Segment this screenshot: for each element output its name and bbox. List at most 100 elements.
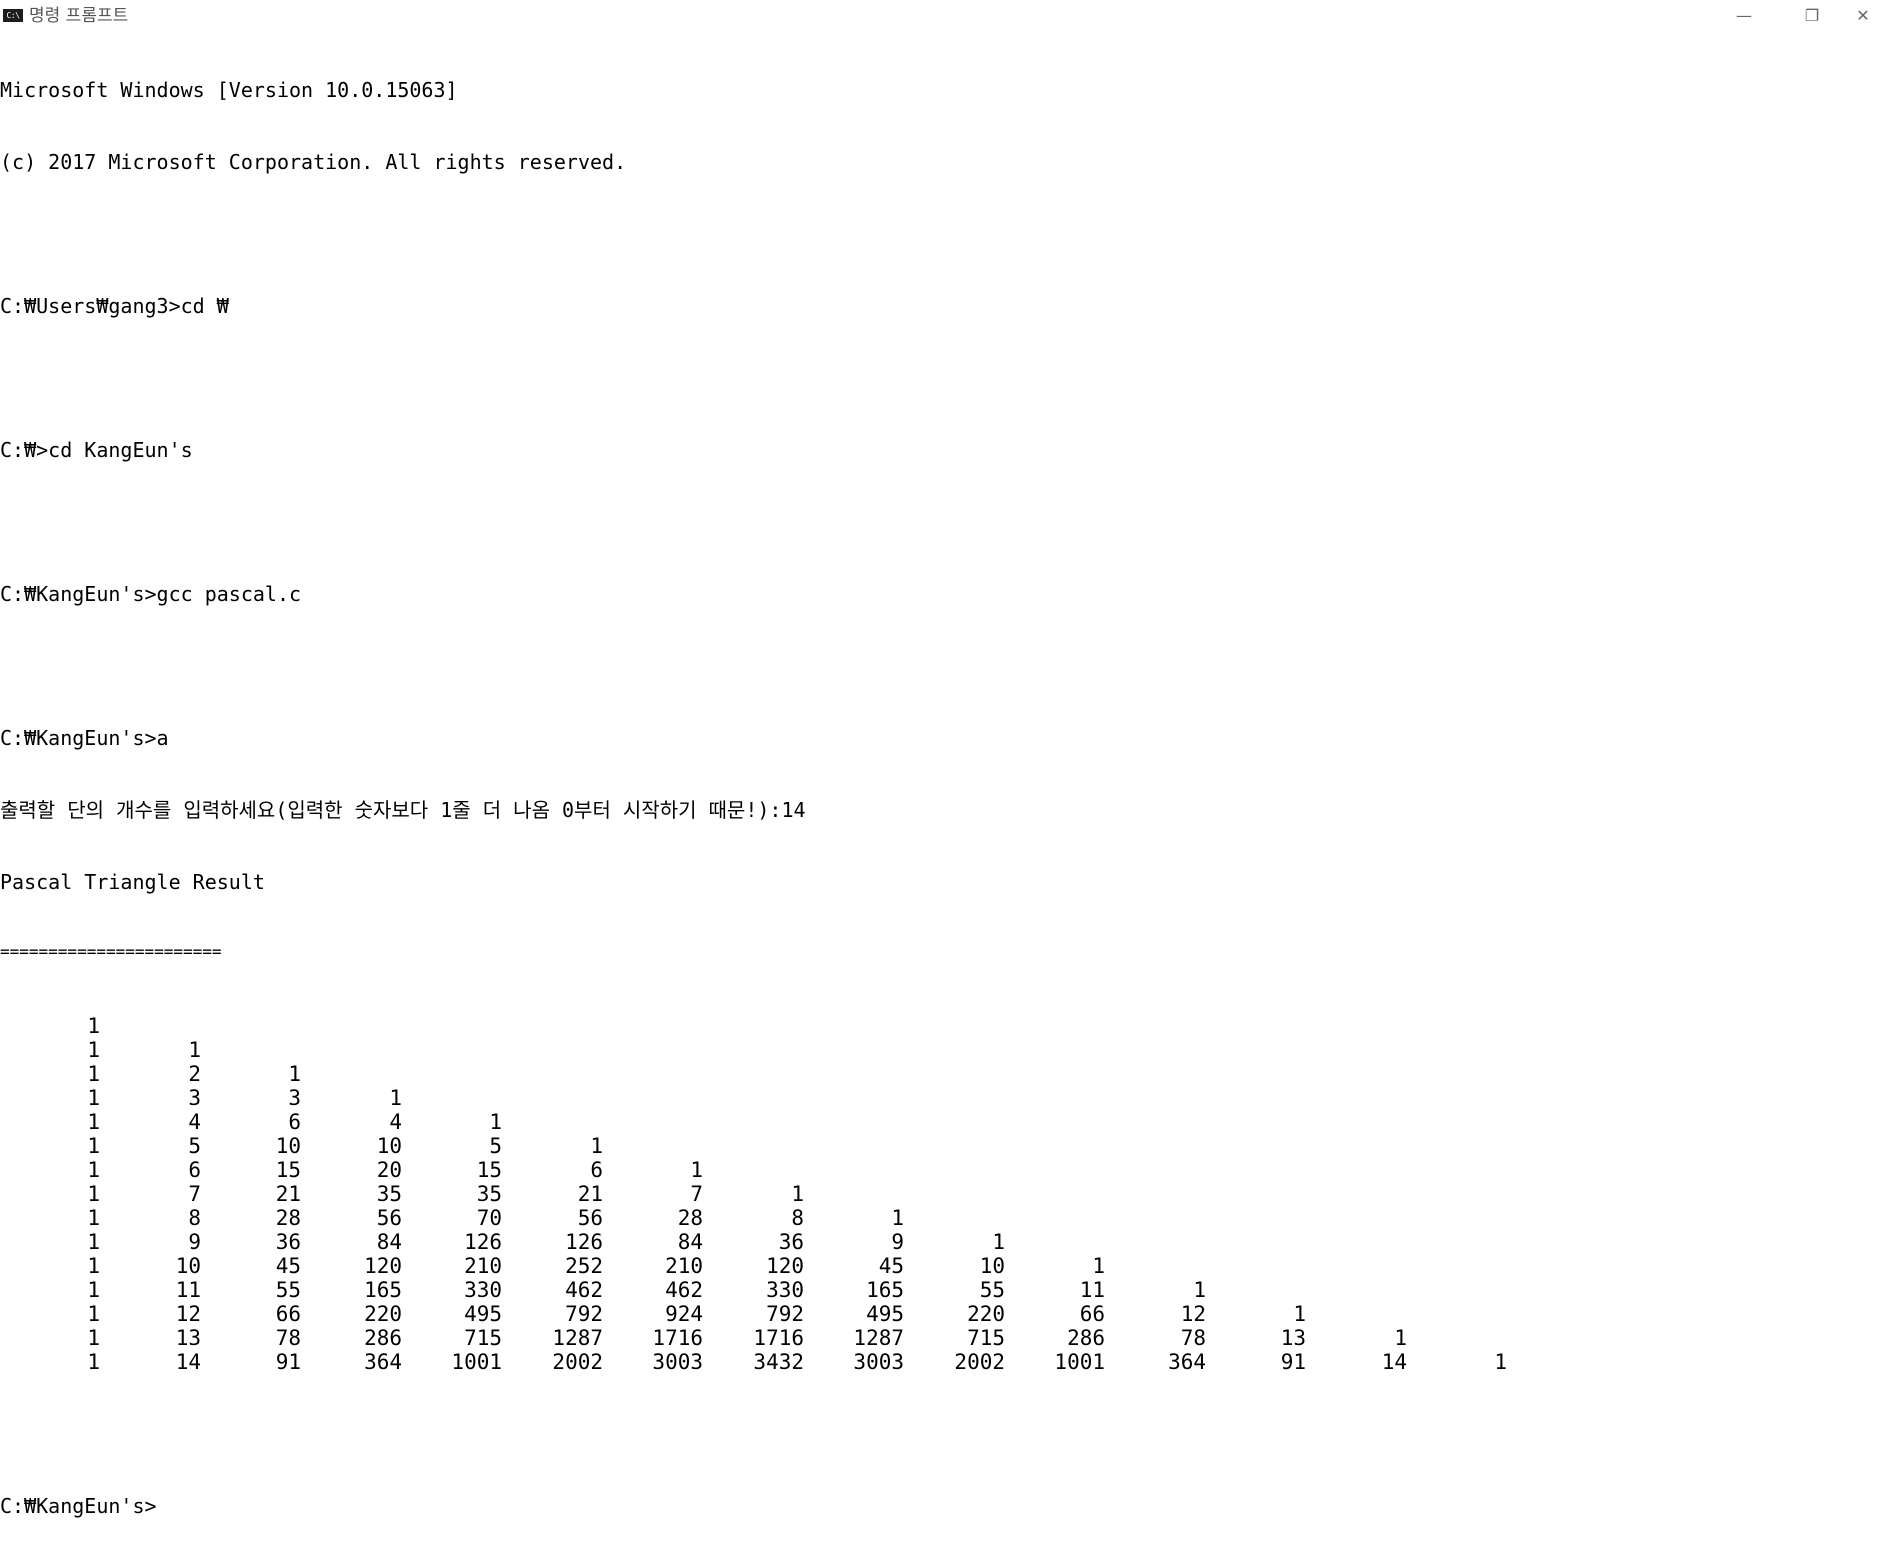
triangle-row: 1 [0,1014,1878,1038]
triangle-cell: 6 [288,1110,301,1134]
triangle-cell: 330 [464,1278,502,1302]
window-title: 명령 프롬프트 [29,6,129,26]
triangle-cell: 55 [979,1278,1005,1302]
triangle-cell: 10 [275,1134,301,1158]
triangle-cell: 220 [967,1302,1005,1326]
triangle-cell: 8 [791,1206,804,1230]
triangle-cell: 1 [87,1158,100,1182]
triangle-row: 1 13 78 286 715 1287 1716 1716 1287 715 286 78 13 1 [0,1326,1878,1350]
triangle-cell: 78 [1180,1326,1206,1350]
console-line: Pascal Triangle Result [0,870,265,894]
triangle-cell: 495 [866,1302,904,1326]
console-output[interactable]: Microsoft Windows [Version 10.0.15063] (… [0,30,1878,1542]
triangle-cell: 3432 [753,1350,804,1374]
console-line [0,654,1878,678]
triangle-row: 1 6 15 20 15 6 1 [0,1158,1878,1182]
triangle-cell: 495 [464,1302,502,1326]
console-line: C:₩KangEun's>a [0,726,169,750]
prompt-line[interactable]: C:₩KangEun's> [0,1494,157,1518]
triangle-cell: 1 [87,1062,100,1086]
triangle-row: 1 14 91 364 1001 2002 3003 3432 3003 2002 1001 364 9… [0,1350,1878,1374]
triangle-cell: 35 [476,1182,502,1206]
triangle-cell: 6 [188,1158,201,1182]
triangle-cell: 8 [188,1206,201,1230]
console-line: C:₩KangEun's>gcc pascal.c [0,582,302,606]
triangle-cell: 1716 [652,1326,703,1350]
triangle-cell: 2002 [552,1350,603,1374]
triangle-cell: 1 [791,1182,804,1206]
triangle-cell: 1 [1092,1254,1105,1278]
triangle-cell: 1 [87,1110,100,1134]
console-line [0,510,1878,534]
triangle-cell: 1001 [451,1350,502,1374]
minimize-button[interactable]: — [1736,6,1752,25]
triangle-cell: 1 [1394,1326,1407,1350]
triangle-row: 1 5 10 10 5 1 [0,1134,1878,1158]
triangle-cell: 5 [188,1134,201,1158]
triangle-cell: 21 [577,1182,603,1206]
triangle-cell: 45 [878,1254,904,1278]
triangle-cell: 9 [891,1230,904,1254]
triangle-cell: 1287 [552,1326,603,1350]
triangle-cell: 1 [87,1254,100,1278]
console-line: C:₩>cd KangEun's [0,438,193,462]
triangle-cell: 220 [364,1302,402,1326]
triangle-cell: 330 [766,1278,804,1302]
triangle-cell: 4 [188,1110,201,1134]
triangle-cell: 12 [1180,1302,1206,1326]
triangle-cell: 35 [376,1182,402,1206]
console-line [0,1422,1878,1446]
triangle-cell: 10 [979,1254,1005,1278]
triangle-cell: 1 [87,1326,100,1350]
triangle-cell: 11 [175,1278,201,1302]
triangle-cell: 5 [489,1134,502,1158]
triangle-cell: 210 [665,1254,703,1278]
triangle-cell: 1001 [1054,1350,1105,1374]
maximize-button[interactable]: ❐ [1804,6,1820,25]
triangle-cell: 1716 [753,1326,804,1350]
triangle-cell: 13 [175,1326,201,1350]
triangle-cell: 3 [188,1086,201,1110]
triangle-cell: 1 [87,1302,100,1326]
cmd-app-icon[interactable]: C:\ [3,9,23,22]
triangle-cell: 1 [1193,1278,1206,1302]
triangle-cell: 2002 [954,1350,1005,1374]
console-line [0,222,1878,246]
triangle-cell: 120 [364,1254,402,1278]
triangle-cell: 10 [376,1134,402,1158]
console-line: C:₩Users₩gang3>cd ₩ [0,294,229,318]
console-line [0,366,1878,390]
triangle-cell: 1287 [853,1326,904,1350]
separator-text: ======================= [0,942,222,961]
triangle-cell: 1 [87,1038,100,1062]
triangle-cell: 165 [364,1278,402,1302]
triangle-cell: 1 [87,1230,100,1254]
triangle-cell: 792 [565,1302,603,1326]
triangle-cell: 3003 [652,1350,703,1374]
triangle-cell: 66 [275,1302,301,1326]
triangle-cell: 792 [766,1302,804,1326]
triangle-cell: 20 [376,1158,402,1182]
triangle-cell: 56 [577,1206,603,1230]
pascal-triangle: 1 1 1 1 2 1 1 3 3 1 1 4 6 4 1 1 5 10 10 5 1 1 6 15 20 15 6 1 1 7 21 35 3… [0,1014,1878,1374]
triangle-cell: 28 [677,1206,703,1230]
triangle-cell: 1 [1494,1350,1507,1374]
triangle-cell: 14 [175,1350,201,1374]
triangle-cell: 1 [489,1110,502,1134]
triangle-row: 1 3 3 1 [0,1086,1878,1110]
triangle-cell: 3 [288,1086,301,1110]
triangle-cell: 462 [565,1278,603,1302]
title-bar[interactable]: C:\ 명령 프롬프트 — ❐ ✕ [0,0,1878,30]
triangle-cell: 21 [275,1182,301,1206]
triangle-cell: 3003 [853,1350,904,1374]
triangle-cell: 91 [1280,1350,1306,1374]
triangle-cell: 1 [690,1158,703,1182]
triangle-cell: 84 [677,1230,703,1254]
close-button[interactable]: ✕ [1856,6,1870,25]
triangle-cell: 1 [87,1134,100,1158]
triangle-cell: 6 [590,1158,603,1182]
triangle-cell: 1 [87,1182,100,1206]
triangle-cell: 1 [87,1206,100,1230]
triangle-cell: 7 [690,1182,703,1206]
